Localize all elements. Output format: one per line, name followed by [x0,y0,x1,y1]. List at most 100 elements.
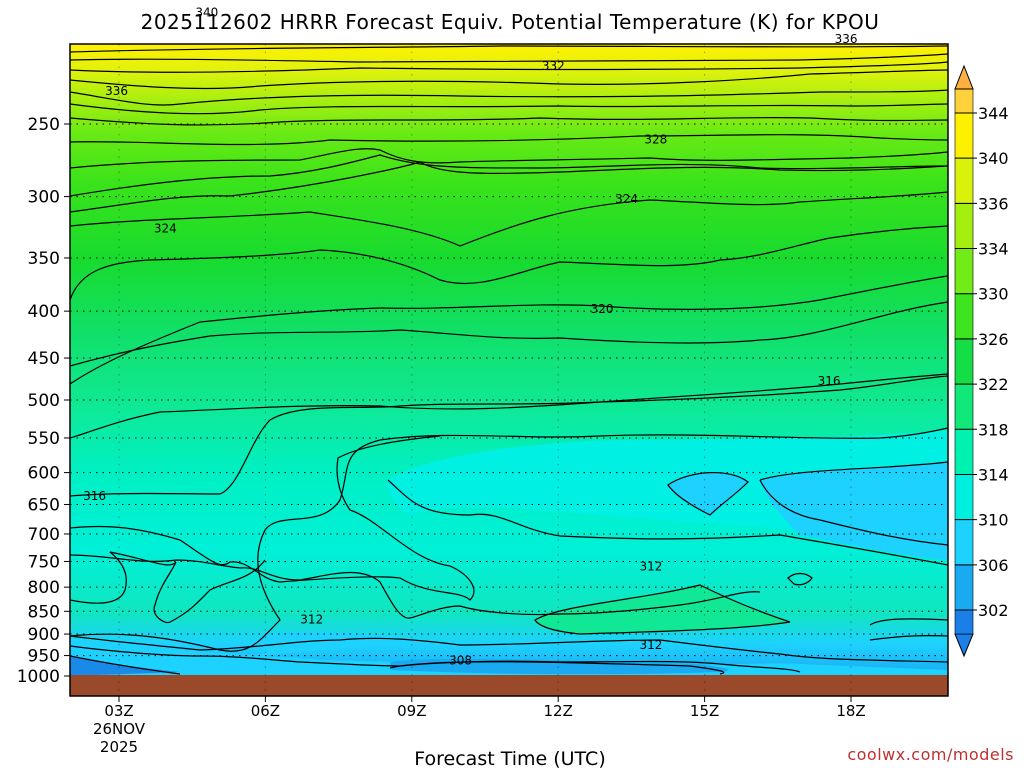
colorbar-label: 306 [978,556,1009,575]
colorbar-segment [954,248,974,295]
contour-label: 312 [300,613,323,627]
contour-334 [70,103,948,115]
contour-small-blob [787,572,813,586]
y-tick-label: 1000 [17,667,60,687]
colorbar-segment [954,293,974,340]
y-tick-label: 600 [28,464,60,484]
colorbar-label: 318 [978,420,1009,439]
contour-label: 332 [542,59,565,73]
contour-340 [70,61,948,73]
y-tick-label: 400 [28,302,60,322]
y-tick-label: 950 [28,647,60,667]
contour-314 [70,427,948,652]
colorbar-label: 326 [978,330,1009,349]
contour-label: 328 [644,133,667,147]
contour-327 [70,154,948,197]
plot-frame [69,43,949,697]
x-date-line-1: 26NOV [93,720,146,738]
field-background [70,44,948,676]
colorbar-label: 314 [978,465,1009,484]
contour-label: 316 [83,489,106,503]
x-tick-label: 18Z [836,702,865,720]
contour-315 [70,373,948,497]
contour-320 [70,275,948,385]
y-axis: 250 300 350 400 450 500 550 600 650 700 750 800 850 9… [17,115,70,687]
contour-328 [70,148,948,169]
contour-308 [70,655,725,675]
contour-312 [70,554,761,619]
colorbar: 302 306 310 314 318 322 326 330 334 336 340 344 [954,64,1009,658]
x-tick-label: 09Z [397,702,426,720]
contour-313b [387,479,948,566]
contour-label: 312 [639,638,662,652]
colorbar-segment [954,88,974,114]
colorbar-label: 322 [978,375,1009,394]
y-tick-label: 550 [28,429,60,449]
contour-labels: 340 336 336 332 328 324 324 320 316 316 312 312 312 3… [83,6,858,668]
y-tick-label: 450 [28,349,60,369]
y-tick-label: 850 [28,602,60,622]
contour-318 [70,301,948,367]
y-tick-label: 750 [28,552,60,572]
contour-310 [70,635,948,663]
x-axis-label: Forecast Time (UTC) [414,748,605,768]
colorbar-segment [954,519,974,566]
contour-label: 316 [818,374,841,388]
shade-310 [70,640,948,676]
x-tick-label: 06Z [251,702,280,720]
contour-332 [70,116,948,126]
colorbar-segment [954,609,974,635]
colorbar-segment [954,428,974,475]
colorbar-segment [954,157,974,204]
colorbar-label: 344 [978,104,1009,123]
plot-area: 340 336 336 332 328 324 324 320 316 316 312 312 312 3… [69,6,949,697]
shade-306-mid [390,658,729,675]
contour-316 [70,375,948,439]
contour-label: 336 [105,84,128,98]
contour-right-low [869,618,948,641]
x-axis: 03Z 06Z 09Z 12Z 15Z 18Z [104,44,866,720]
y-tick-label: 700 [28,525,60,545]
colorbar-top-arrow [954,64,974,90]
contour-310-right [759,461,948,546]
colorbar-segment [954,564,974,611]
contour-311 [70,551,266,624]
contour-label: 324 [615,192,638,206]
y-tick-label: 300 [28,188,60,208]
contour-label: 312 [639,560,662,574]
contour-330 [70,134,948,146]
colorbar-segment [954,203,974,249]
y-tick-label: 800 [28,578,60,598]
contour-326 [70,161,948,213]
colorbar-label: 330 [978,285,1009,304]
credit-text: coolwx.com/models [847,745,1014,764]
colorbar-label: 310 [978,511,1009,530]
x-tick-label: 03Z [104,702,133,720]
shade-318-low [535,585,790,634]
y-tick-label: 900 [28,625,60,645]
colorbar-bottom-arrow [954,633,974,658]
colorbar-segment [954,383,974,430]
y-tick-label: 650 [28,495,60,515]
contour-310-blob [667,472,749,516]
contour-313 [70,435,475,601]
x-tick-label: 15Z [690,702,719,720]
colorbar-segment [954,474,974,520]
colorbar-segment [954,112,974,159]
colorbar-label: 340 [978,149,1009,168]
contour-label: 336 [835,32,858,46]
contour-label: 340 [195,6,218,20]
colorbar-label: 302 [978,601,1009,620]
contour-324 [70,191,948,247]
ground-surface [70,675,948,696]
x-date-line-2: 2025 [100,738,138,756]
colorbar-label: 336 [978,194,1009,213]
y-tick-label: 250 [28,115,60,135]
contour-322 [70,225,948,301]
chart-title: 2025112602 HRRR Forecast Equiv. Potentia… [141,10,880,34]
y-tick-label: 350 [28,249,60,269]
colorbar-segment [954,338,974,385]
colorbar-label: 334 [978,240,1009,259]
shade-310-right [760,462,948,560]
